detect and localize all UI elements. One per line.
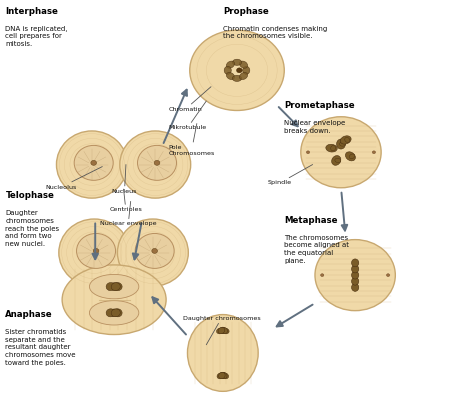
- Ellipse shape: [326, 144, 337, 152]
- Ellipse shape: [56, 131, 128, 198]
- Text: Chromatin: Chromatin: [168, 87, 211, 112]
- Text: Prophase: Prophase: [223, 7, 269, 16]
- Ellipse shape: [190, 30, 284, 111]
- Text: Daughter
chromosomes
reach the poles
and form two
new nuclei.: Daughter chromosomes reach the poles and…: [5, 210, 60, 247]
- Ellipse shape: [352, 265, 359, 273]
- Ellipse shape: [226, 61, 235, 68]
- Ellipse shape: [217, 328, 224, 334]
- Text: Centrioles: Centrioles: [109, 189, 142, 212]
- Ellipse shape: [109, 283, 119, 291]
- Text: DNA is replicated,
cell prepares for
mitosis.: DNA is replicated, cell prepares for mit…: [5, 25, 68, 47]
- Ellipse shape: [188, 314, 258, 391]
- Circle shape: [91, 160, 97, 165]
- Text: Nucleolus: Nucleolus: [46, 166, 102, 189]
- Ellipse shape: [113, 309, 122, 317]
- Circle shape: [320, 274, 324, 277]
- Circle shape: [154, 160, 160, 165]
- Circle shape: [237, 68, 242, 73]
- Ellipse shape: [331, 145, 336, 151]
- Text: Nuclear envelope
breaks down.: Nuclear envelope breaks down.: [284, 120, 346, 134]
- Ellipse shape: [332, 156, 341, 165]
- Text: Telophase: Telophase: [5, 191, 55, 200]
- Ellipse shape: [352, 271, 359, 279]
- Circle shape: [93, 249, 99, 254]
- Text: Prometaphase: Prometaphase: [284, 101, 355, 110]
- Ellipse shape: [76, 233, 116, 268]
- Text: Interphase: Interphase: [5, 7, 58, 16]
- Text: Spindle: Spindle: [268, 164, 313, 185]
- Ellipse shape: [109, 309, 119, 316]
- Ellipse shape: [137, 145, 176, 180]
- Ellipse shape: [135, 233, 174, 268]
- Ellipse shape: [345, 137, 350, 143]
- Ellipse shape: [224, 66, 231, 74]
- Text: The chromosomes
become aligned at
the equatorial
plane.: The chromosomes become aligned at the eq…: [284, 235, 349, 264]
- Ellipse shape: [301, 117, 381, 188]
- Ellipse shape: [239, 72, 248, 80]
- Ellipse shape: [220, 372, 227, 379]
- Ellipse shape: [62, 265, 166, 335]
- Ellipse shape: [90, 275, 139, 299]
- Ellipse shape: [111, 283, 120, 291]
- Text: Mikrotubule: Mikrotubule: [168, 101, 207, 130]
- Ellipse shape: [113, 283, 122, 291]
- Circle shape: [306, 151, 310, 154]
- Text: Anaphase: Anaphase: [5, 310, 53, 319]
- Ellipse shape: [106, 283, 115, 291]
- Circle shape: [386, 274, 390, 277]
- Ellipse shape: [217, 373, 224, 379]
- Ellipse shape: [352, 277, 359, 285]
- Ellipse shape: [118, 219, 188, 286]
- Ellipse shape: [218, 328, 225, 334]
- Ellipse shape: [219, 372, 225, 379]
- Ellipse shape: [239, 61, 248, 68]
- Ellipse shape: [219, 372, 226, 379]
- Ellipse shape: [337, 139, 346, 149]
- Ellipse shape: [352, 259, 359, 267]
- Ellipse shape: [339, 142, 346, 146]
- Ellipse shape: [243, 66, 250, 74]
- Circle shape: [152, 249, 157, 254]
- Ellipse shape: [221, 373, 228, 379]
- Text: Nuclear envelope: Nuclear envelope: [100, 201, 156, 226]
- Ellipse shape: [315, 240, 395, 311]
- Text: Chromatin condenses making
the chromosomes visible.: Chromatin condenses making the chromosom…: [223, 25, 327, 39]
- Ellipse shape: [226, 72, 235, 80]
- Ellipse shape: [111, 309, 120, 317]
- Ellipse shape: [59, 219, 130, 286]
- Ellipse shape: [340, 136, 351, 144]
- Text: Nucleus: Nucleus: [112, 164, 137, 194]
- Text: Metaphase: Metaphase: [284, 216, 338, 225]
- Ellipse shape: [221, 328, 228, 334]
- Ellipse shape: [335, 158, 341, 163]
- Ellipse shape: [90, 300, 139, 325]
- Ellipse shape: [232, 59, 242, 65]
- Circle shape: [372, 151, 375, 154]
- Ellipse shape: [222, 328, 229, 334]
- Ellipse shape: [232, 75, 242, 81]
- Ellipse shape: [349, 154, 355, 159]
- Ellipse shape: [74, 145, 113, 180]
- Ellipse shape: [106, 309, 115, 317]
- Text: Pole
Chromosomes: Pole Chromosomes: [168, 124, 215, 156]
- Ellipse shape: [219, 327, 226, 334]
- Ellipse shape: [120, 131, 191, 198]
- Text: Daughter chromosomes: Daughter chromosomes: [182, 316, 260, 345]
- Ellipse shape: [346, 152, 356, 161]
- Ellipse shape: [352, 284, 359, 291]
- Text: Sister chromatids
separate and the
resultant daughter
chromosomes move
toward th: Sister chromatids separate and the resul…: [5, 329, 76, 366]
